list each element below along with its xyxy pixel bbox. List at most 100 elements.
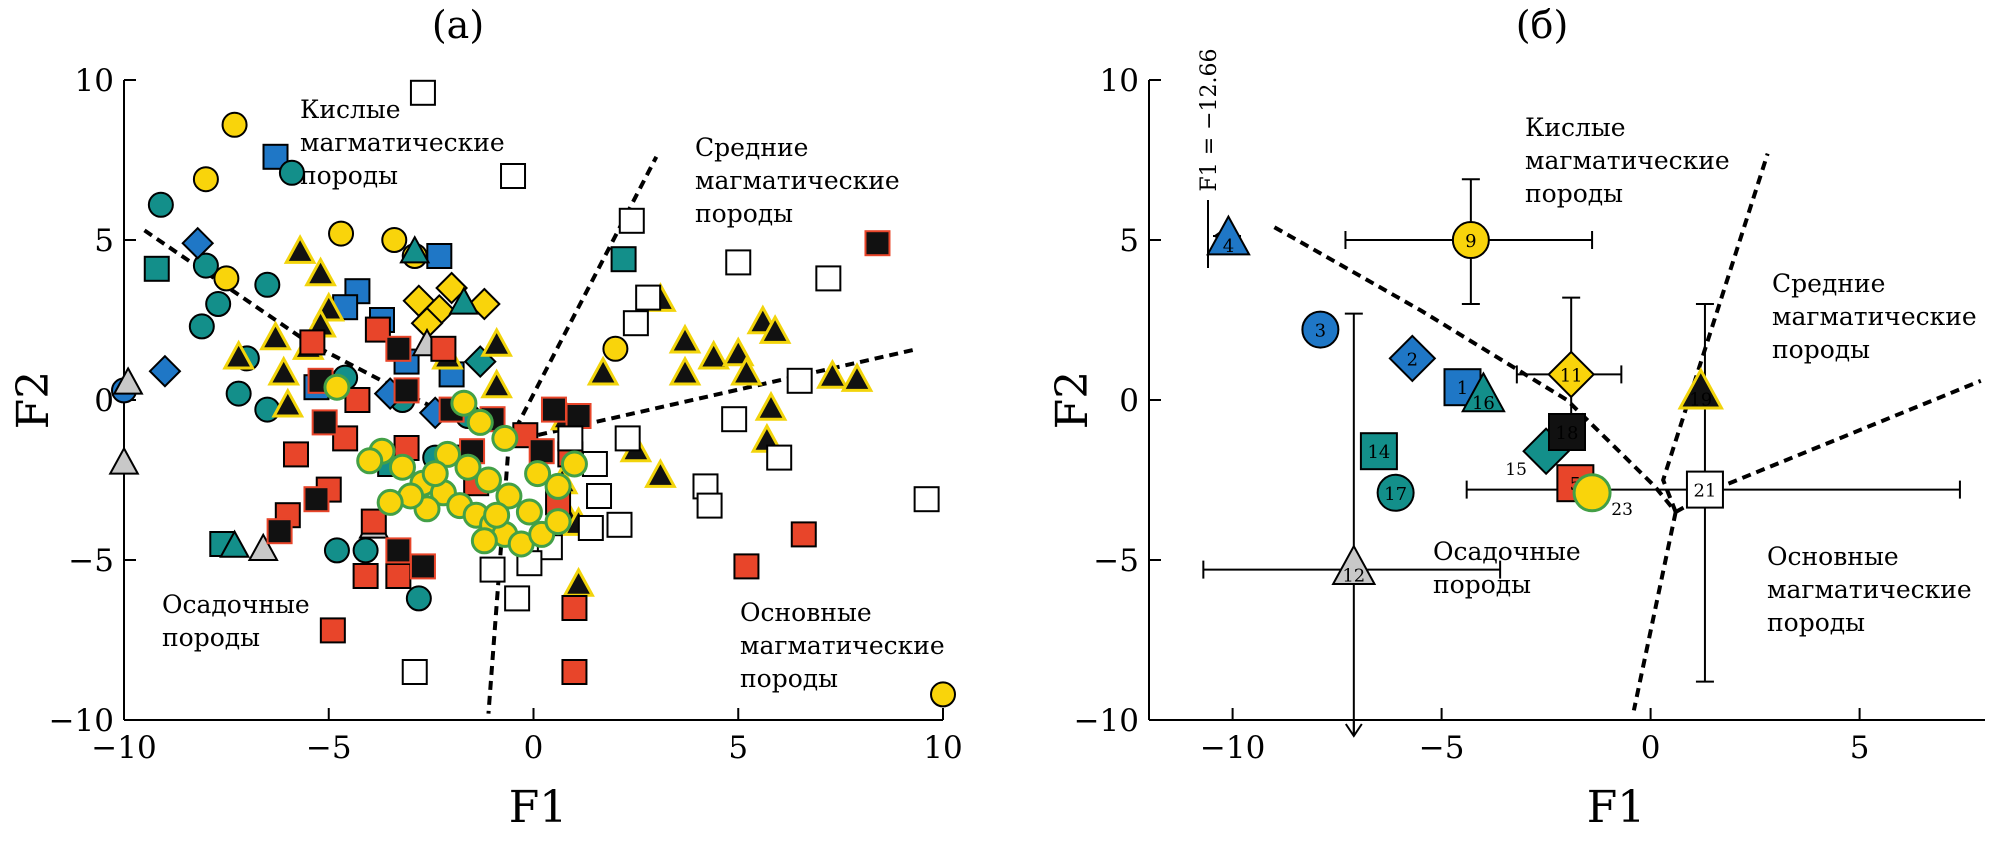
blue-triangle-marker <box>1206 214 1251 256</box>
panel-label: (а) <box>432 3 484 47</box>
red-square-marker <box>319 617 346 644</box>
black-triangle-marker <box>562 566 595 597</box>
blue-diamond-marker <box>148 354 182 388</box>
y-tick-label: −5 <box>1093 543 1139 579</box>
y-tick-label: 0 <box>94 383 114 419</box>
y-axis-title: F2 <box>8 371 59 430</box>
region-label: породы <box>1772 335 1870 364</box>
white-square-marker <box>500 163 527 189</box>
teal-circle-marker <box>147 191 174 218</box>
red-square-marker <box>430 335 457 362</box>
white-square-marker <box>696 492 723 519</box>
yellow-circle-marker <box>323 373 351 401</box>
yellow-circle-marker <box>474 466 502 494</box>
white-square-marker <box>913 486 940 513</box>
gray-triangle-marker <box>247 532 279 561</box>
black-triangle-marker <box>267 355 301 386</box>
white-square-marker <box>786 367 813 394</box>
white-square-marker <box>614 425 641 452</box>
teal-square-marker <box>1359 432 1398 471</box>
y-tick-label: 5 <box>94 223 114 259</box>
teal-square-marker <box>610 246 637 273</box>
y-tick-label: −10 <box>49 703 114 739</box>
black-triangle-marker <box>259 320 292 351</box>
teal-circle-marker <box>278 159 305 186</box>
black-square-marker <box>409 553 436 580</box>
teal-triangle-marker <box>399 235 431 264</box>
black-triangle-marker <box>758 314 792 344</box>
yellow-circle-marker <box>544 472 572 500</box>
region-label: магматические <box>300 128 505 157</box>
region-label: породы <box>1767 608 1865 637</box>
black-square-marker <box>266 518 293 545</box>
gray-triangle-marker <box>1331 544 1377 585</box>
teal-circle-marker <box>225 380 252 407</box>
point-number-label: 2 <box>1407 349 1418 370</box>
panel-label: (б) <box>1516 3 1569 47</box>
white-square-marker <box>766 444 793 471</box>
yellow-circle-marker <box>1572 473 1612 513</box>
white-square-marker <box>504 585 531 612</box>
white-square-marker <box>577 515 604 541</box>
black-triangle-marker <box>480 326 513 357</box>
teal-circle-marker <box>1376 473 1415 512</box>
white-square-marker <box>606 511 633 538</box>
gray-triangle-marker <box>112 366 144 395</box>
black-triangle-marker <box>754 390 788 421</box>
white-square-marker <box>557 425 584 452</box>
x-tick-label: 10 <box>923 730 962 766</box>
region-label: Средние <box>695 133 808 162</box>
black-triangle-marker <box>697 339 731 370</box>
black-triangle-marker <box>283 234 317 264</box>
yellow-circle-marker <box>434 440 462 468</box>
black-square-marker <box>311 409 338 436</box>
yellow-circle-marker <box>470 527 498 555</box>
black-triangle-marker <box>480 368 513 399</box>
x-tick-label: 0 <box>1641 730 1661 766</box>
yellow-circle-marker <box>544 508 572 536</box>
white-square-marker <box>586 483 613 509</box>
field-boundary-line <box>1661 152 1770 513</box>
red-square-marker <box>360 508 387 535</box>
panel-a: 10 5 0 −5 −10−10 −5 0 5 10 (а) F1 F2 Кислые магматиче… <box>8 3 963 833</box>
x-tick-label: −5 <box>1419 730 1465 766</box>
yellow-circle-marker <box>930 681 956 708</box>
field-boundary-line <box>507 155 659 443</box>
region-label: магматические <box>1767 575 1972 604</box>
point-number-label: 4 <box>1223 236 1234 257</box>
white-square-marker <box>815 265 842 292</box>
point-number-label: 17 <box>1384 484 1407 505</box>
x-tick-label: −5 <box>306 730 352 766</box>
x-tick-label: −10 <box>1200 730 1265 766</box>
black-square-marker <box>528 438 555 465</box>
point-number-label: 3 <box>1315 321 1326 342</box>
y-tick-label: 10 <box>75 63 114 99</box>
teal-circle-marker <box>323 537 350 564</box>
y-tick-label: 5 <box>1119 223 1139 259</box>
region-label: Кислые <box>1525 113 1626 142</box>
y-axis-title: F2 <box>1047 371 1098 430</box>
yellow-circle-marker <box>491 424 519 452</box>
red-square-marker <box>790 521 817 548</box>
teal-square-marker <box>143 255 170 282</box>
teal-circle-marker <box>188 313 215 340</box>
black-triangle-marker <box>730 355 763 386</box>
field-boundary-line <box>1631 511 1678 711</box>
x-axis-title: F1 <box>1587 782 1646 833</box>
yellow-circle-marker <box>1451 221 1490 259</box>
blue-square-marker <box>262 143 289 170</box>
yellow-circle-marker <box>421 460 449 488</box>
black-square-marker <box>385 537 412 564</box>
region-label: магматические <box>740 631 945 660</box>
white-square-marker <box>409 79 436 106</box>
black-square-marker <box>303 486 330 513</box>
x-tick-label: 5 <box>1850 730 1870 766</box>
teal-circle-marker <box>205 291 232 317</box>
point-number-label: 16 <box>1472 393 1495 414</box>
x-tick-label: 5 <box>728 730 748 766</box>
white-square-marker <box>725 249 752 276</box>
point-number-label: 18 <box>1556 423 1579 444</box>
black-triangle-marker <box>668 355 702 386</box>
yellow-circle-marker <box>602 335 629 362</box>
